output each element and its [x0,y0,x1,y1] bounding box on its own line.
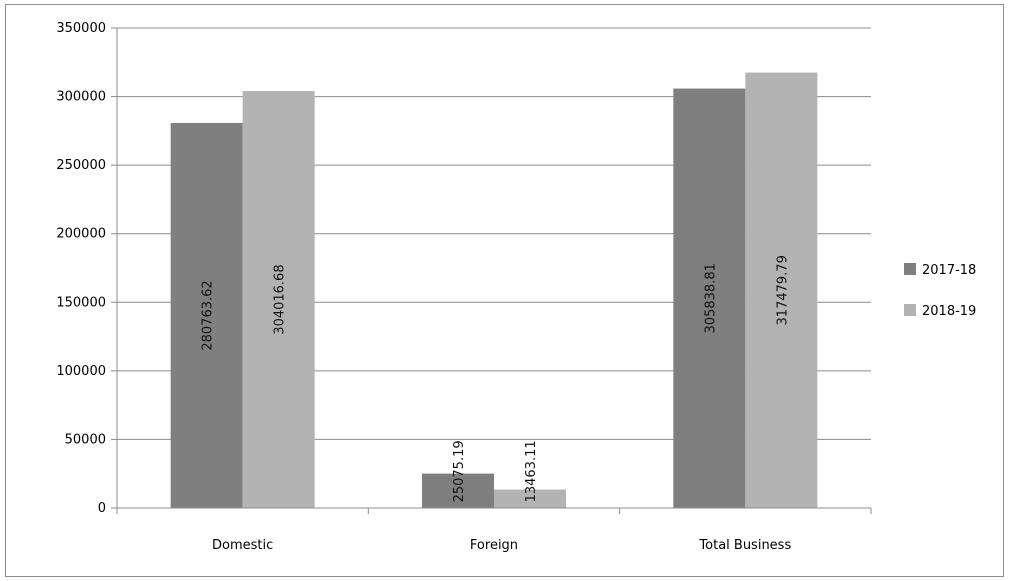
data-label: 305838.81 [703,263,718,333]
data-label: 280763.62 [201,280,216,350]
data-labels: 280763.62 304016.68 25075.19 13463.11 305838… [201,255,791,502]
y-tick-label: 350000 [56,21,106,36]
legend-swatch [904,304,916,316]
y-axis-ticks: 0 50000 100000 150000 200000 250000 300000 3500… [56,21,118,516]
x-tick-label: Domestic [212,538,273,553]
data-label: 304016.68 [273,264,288,334]
bar-2018-19-total-business [745,72,818,508]
x-tick-label: Foreign [470,538,518,553]
x-tick-label: Total Business [698,538,791,553]
bar-2017-18-domestic [170,122,243,508]
x-axis: Domestic Foreign Total Business [116,507,872,553]
bar-2018-19-foreign [494,489,566,508]
legend: 2017-18 2018-19 [904,263,976,319]
legend-swatch [904,263,916,275]
y-tick-label: 100000 [56,364,106,379]
bar-2017-18-foreign [422,473,494,508]
y-tick-label: 0 [98,501,106,516]
bars [170,72,818,509]
bar-2018-19-domestic [242,91,315,508]
y-tick-label: 200000 [56,227,106,242]
legend-label: 2018-19 [922,304,976,319]
legend-label: 2017-18 [922,263,976,278]
y-tick-label: 250000 [56,158,106,173]
y-tick-label: 50000 [65,432,106,447]
data-label: 13463.11 [524,440,539,502]
data-label: 317479.79 [775,255,790,325]
y-tick-label: 300000 [56,90,106,105]
bar-2017-18-total-business [673,88,746,509]
y-tick-label: 150000 [56,295,106,310]
data-label: 25075.19 [452,440,467,502]
